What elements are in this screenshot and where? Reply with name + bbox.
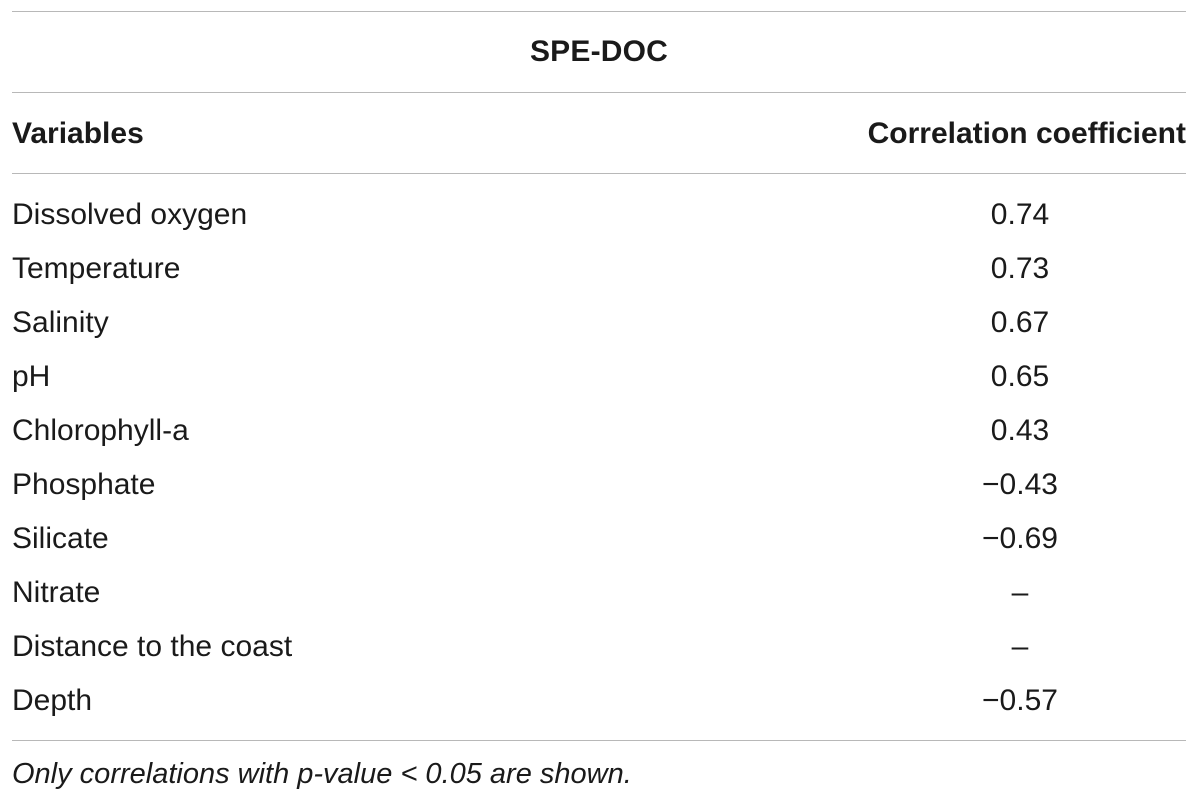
variable-cell: Chlorophyll-a — [12, 414, 189, 447]
coefficient-cell: −0.69 — [982, 522, 1058, 555]
coefficient-cell: 0.67 — [990, 306, 1050, 339]
table-row: Silicate −0.69 — [12, 512, 1186, 566]
variable-cell: Salinity — [12, 306, 109, 339]
table-footnote: Only correlations with p-value < 0.05 ar… — [12, 758, 632, 790]
table-row: pH 0.65 — [12, 350, 1186, 404]
table-row: Distance to the coast – — [12, 620, 1186, 674]
group-header-rule — [12, 92, 1186, 93]
table-row: Depth −0.57 — [12, 674, 1186, 728]
variable-cell: Distance to the coast — [12, 630, 293, 663]
coefficient-cell: 0.43 — [990, 414, 1050, 447]
coefficient-cell: 0.65 — [990, 360, 1050, 393]
table-row: Dissolved oxygen 0.74 — [12, 188, 1186, 242]
table-row: Salinity 0.67 — [12, 296, 1186, 350]
variable-cell: Phosphate — [12, 468, 156, 501]
coefficient-cell: – — [1011, 630, 1029, 663]
variable-cell: Nitrate — [12, 576, 101, 609]
table-row: Temperature 0.73 — [12, 242, 1186, 296]
column-header-correlation-coefficient: Correlation coefficient — [867, 117, 1186, 150]
variable-cell: Dissolved oxygen — [12, 198, 248, 231]
table-row: Phosphate −0.43 — [12, 458, 1186, 512]
variable-cell: Depth — [12, 684, 93, 717]
table-row: Chlorophyll-a 0.43 — [12, 404, 1186, 458]
coefficient-cell: −0.43 — [982, 468, 1058, 501]
coefficient-cell: 0.73 — [990, 252, 1050, 285]
variable-cell: Temperature — [12, 252, 181, 285]
column-header-variables: Variables — [12, 117, 144, 150]
coefficient-cell: −0.57 — [982, 684, 1058, 717]
table-body: Dissolved oxygen 0.74 Temperature 0.73 S… — [12, 188, 1186, 728]
table-group-header: SPE-DOC — [529, 35, 669, 68]
table-top-rule — [12, 11, 1186, 12]
variable-cell: Silicate — [12, 522, 109, 555]
variable-cell: pH — [12, 360, 51, 393]
coefficient-cell: 0.74 — [990, 198, 1050, 231]
column-header-rule — [12, 173, 1186, 174]
table-bottom-rule — [12, 740, 1186, 741]
table-row: Nitrate – — [12, 566, 1186, 620]
coefficient-cell: – — [1011, 576, 1029, 609]
